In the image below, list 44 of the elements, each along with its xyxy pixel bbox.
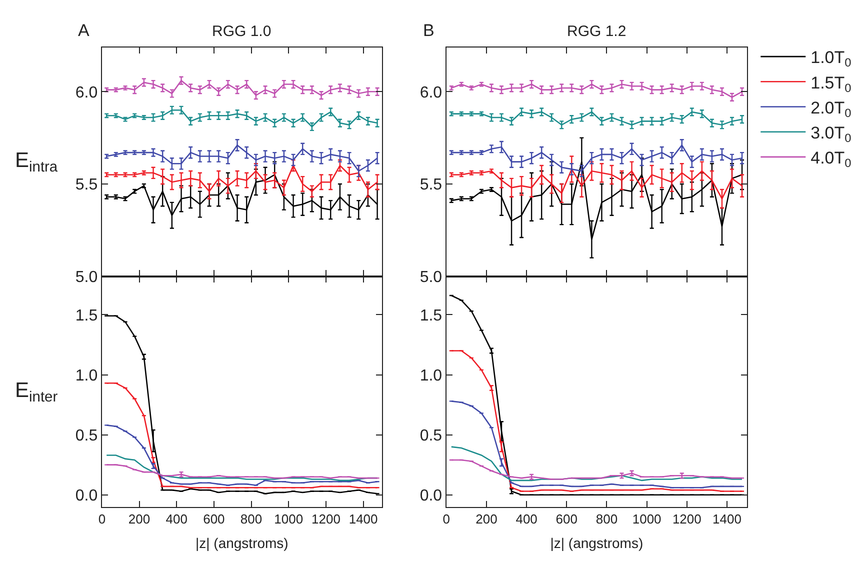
text: B — [423, 21, 434, 40]
x-tick-label: 1200 — [311, 512, 340, 527]
y-tick-label: 0.0 — [420, 487, 442, 504]
x-tick-label: 1000 — [632, 512, 662, 527]
x-tick-label: 0 — [442, 512, 450, 527]
y-axis-title: E$_{intra}$ — [15, 149, 58, 176]
y-tick-label: 5.0 — [420, 268, 442, 286]
legend-label: 1.0T$_{0}$ — [810, 48, 852, 70]
y-tick-label: 5.5 — [75, 176, 98, 194]
y-tick-label: 6.0 — [420, 84, 442, 102]
line-series — [450, 446, 743, 482]
y-tick-label: 5.5 — [420, 176, 442, 194]
x-tick-label: 400 — [516, 512, 538, 527]
y-tick-label: 1.0 — [75, 367, 98, 384]
x-tick-label: 1000 — [274, 512, 304, 527]
x-tick-label: 1400 — [712, 512, 742, 527]
legend-label: 2.0T$_{0}$ — [810, 98, 852, 120]
y-tick-label: 1.5 — [75, 307, 98, 324]
x-tick-label: 200 — [128, 512, 150, 527]
x-axis-title: |z| (angstroms) — [550, 534, 644, 551]
chart-title: RGG 1.0 — [212, 23, 272, 40]
x-tick-label: 800 — [596, 512, 618, 527]
y-tick-label: 6.0 — [75, 84, 98, 102]
chart-title: RGG 1.2 — [567, 23, 626, 40]
y-axis-title: E$_{inter}$ — [15, 379, 58, 406]
text: A — [78, 21, 90, 40]
y-tick-label: 1.0 — [420, 367, 442, 384]
x-tick-label: 600 — [556, 512, 578, 527]
y-tick-label: 1.5 — [420, 307, 442, 324]
y-tick-label: 0.0 — [75, 487, 98, 504]
x-tick-label: 1400 — [348, 512, 378, 527]
x-tick-label: 200 — [476, 512, 498, 527]
x-tick-label: 1200 — [672, 512, 702, 527]
y-tick-label: 0.5 — [75, 427, 98, 444]
legend-label: 1.5T$_{0}$ — [810, 73, 852, 95]
x-tick-label: 600 — [203, 512, 225, 527]
x-tick-label: 0 — [98, 512, 106, 527]
legend-label: 4.0T$_{0}$ — [810, 148, 852, 170]
legend-label: 3.0T$_{0}$ — [810, 123, 852, 146]
x-axis-title: |z| (angstroms) — [196, 534, 288, 551]
x-tick-label: 800 — [240, 512, 262, 527]
y-tick-label: 5.0 — [75, 268, 98, 286]
y-tick-label: 0.5 — [420, 427, 442, 444]
x-tick-label: 400 — [166, 512, 188, 527]
